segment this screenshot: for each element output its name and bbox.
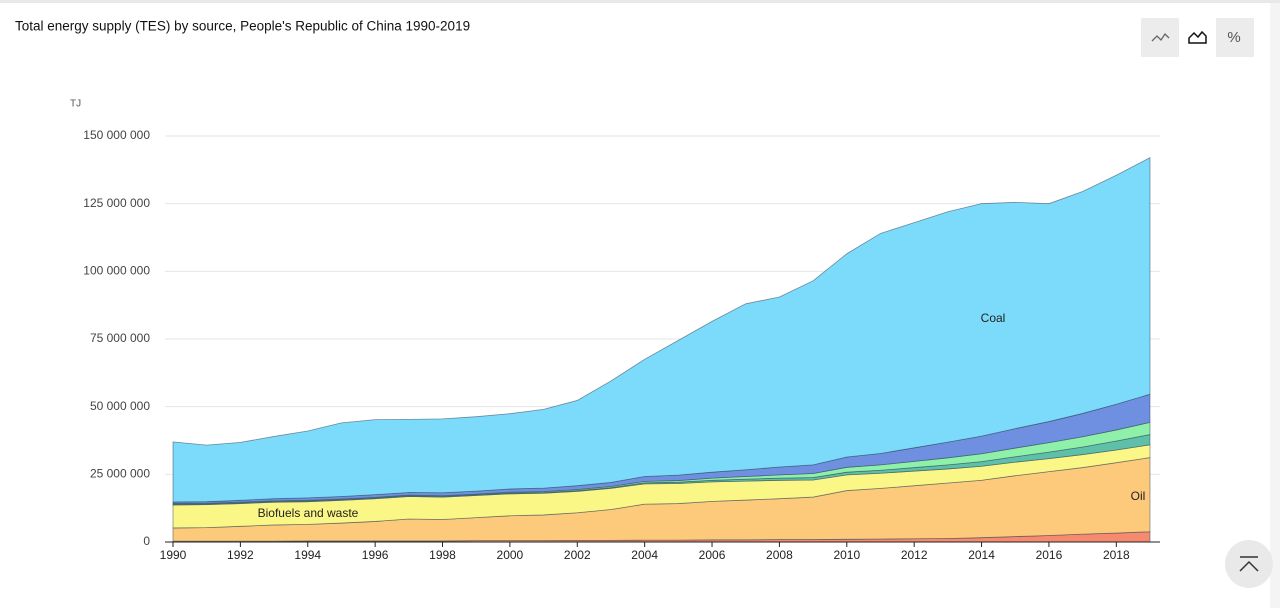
scroll-top-button[interactable] — [1225, 540, 1273, 588]
x-tick-label: 1994 — [294, 548, 321, 562]
x-tick-label: 1996 — [362, 548, 389, 562]
y-axis-unit: TJ — [70, 99, 81, 110]
scrollbar — [1270, 3, 1280, 608]
series-label: Biofuels and waste — [258, 506, 359, 520]
x-tick-label: 2016 — [1036, 548, 1063, 562]
plot-area: 0 25 000 000 50 000 000 75 000 000 100 000 0… — [83, 128, 1160, 562]
percent-view-button[interactable]: % — [1216, 18, 1254, 57]
x-tick-label: 2006 — [699, 548, 726, 562]
x-tick-label: 1992 — [227, 548, 254, 562]
percent-icon: % — [1227, 29, 1240, 46]
top-border — [0, 0, 1280, 3]
y-tick-label: 125 000 000 — [83, 196, 150, 210]
y-tick-label: 25 000 000 — [90, 467, 150, 481]
view-controls: % — [1141, 18, 1254, 57]
y-tick-label: 50 000 000 — [90, 399, 150, 413]
x-tick-label: 2002 — [564, 548, 591, 562]
x-tick-label: 2018 — [1103, 548, 1130, 562]
x-tick-label: 2012 — [901, 548, 928, 562]
x-tick-label: 1990 — [160, 548, 187, 562]
button-bg — [1216, 18, 1254, 57]
area-icon — [1188, 30, 1207, 44]
x-tick-label: 1998 — [429, 548, 456, 562]
x-tick-label: 2014 — [968, 548, 995, 562]
x-tick-label: 2000 — [497, 548, 524, 562]
line-icon — [1151, 32, 1170, 42]
x-tick-label: 2010 — [833, 548, 860, 562]
y-tick-label: 0 — [143, 534, 150, 548]
scroll-top-bg — [1225, 540, 1273, 588]
y-tick-label: 100 000 000 — [83, 264, 150, 278]
area-view-button[interactable] — [1179, 18, 1216, 57]
y-tick-label: 75 000 000 — [90, 331, 150, 345]
x-tick-label: 2004 — [631, 548, 658, 562]
y-tick-label: 150 000 000 — [83, 128, 150, 142]
scroll-top-chevron — [1239, 560, 1259, 572]
chart-title: Total energy supply (TES) by source, Peo… — [15, 19, 470, 34]
series-label: Coal — [981, 311, 1006, 325]
line-view-button[interactable] — [1141, 18, 1179, 57]
area-series — [172, 156, 1151, 503]
x-tick-label: 2008 — [766, 548, 793, 562]
button-bg — [1141, 18, 1179, 57]
series-label: Oil — [1131, 489, 1146, 503]
